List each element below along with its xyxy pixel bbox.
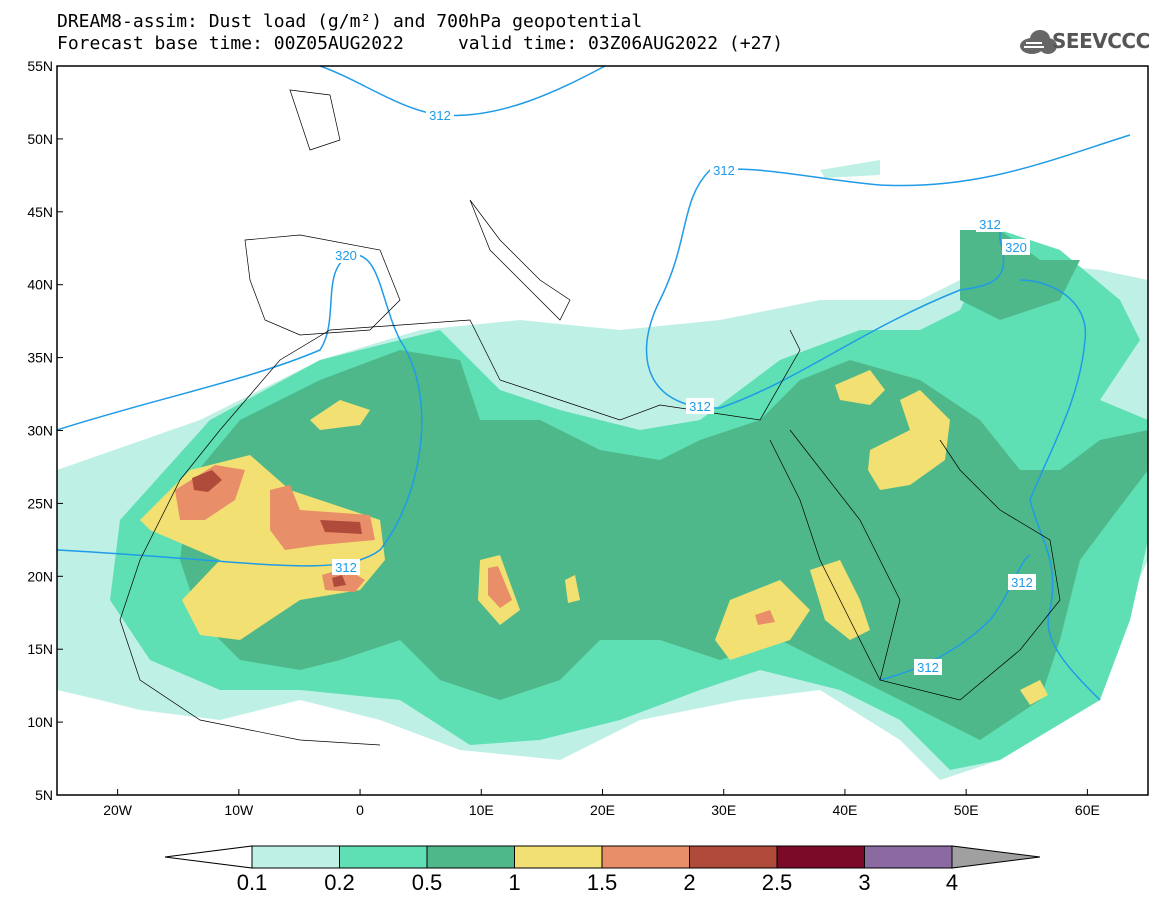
lon-tick-label: 10E xyxy=(469,802,494,818)
coastline-arabia xyxy=(789,429,1061,701)
dust-level-1-g xyxy=(1020,680,1048,705)
contour-label-bg xyxy=(332,559,360,575)
colorbar-segment xyxy=(251,845,340,869)
dust-field xyxy=(57,160,1148,780)
contour-line-312-east xyxy=(645,134,1131,409)
lon-tick-label: 10W xyxy=(224,802,254,818)
dust-level-1-f xyxy=(868,390,950,490)
lon-tick-label: 50E xyxy=(954,802,979,818)
lat-tick-label: 50N xyxy=(27,131,53,147)
dust-level-1-5-d xyxy=(488,566,512,608)
lat-tick-label: 10N xyxy=(27,714,53,730)
lat-tick-label: 20N xyxy=(27,568,53,584)
colorbar xyxy=(164,845,1041,869)
lat-tick-label: 5N xyxy=(35,787,53,803)
lat-tick-label: 15N xyxy=(27,641,53,657)
contour-label-bg xyxy=(426,107,454,123)
lat-tick-label: 35N xyxy=(27,350,53,366)
contour-line-312-arabia xyxy=(1019,279,1101,701)
colorbar-under-triangle xyxy=(164,845,253,869)
lon-tick-label: 40E xyxy=(832,802,857,818)
colorbar-level-label: 0.5 xyxy=(411,870,443,895)
contour-label: 320 xyxy=(335,248,357,263)
logo-text: SEEVCCC xyxy=(1052,29,1150,53)
lon-tick-label: 20W xyxy=(103,802,133,818)
colorbar-segment xyxy=(339,845,428,869)
chart-title: DREAM8-assim: Dust load (g/m²) and 700hP… xyxy=(57,11,643,32)
dust-level-1-5-a xyxy=(175,465,245,520)
coastline-italy xyxy=(469,199,571,321)
contour-label-bg xyxy=(332,247,360,263)
contour-label-bg xyxy=(976,216,1004,232)
dust-level-2-c xyxy=(320,520,362,534)
lat-tick-label: 25N xyxy=(27,495,53,511)
contour-label-bg xyxy=(1002,239,1030,255)
contour-label: 312 xyxy=(917,660,939,675)
colorbar-level-label: 2.5 xyxy=(761,870,793,895)
contour-label-bg xyxy=(914,659,942,675)
contour-line-312-south xyxy=(879,554,1031,681)
colorbar-segment xyxy=(689,845,778,869)
coastlines xyxy=(119,89,1061,746)
dust-level-1-e xyxy=(835,370,885,405)
contour-labels: 312 312 312 320 320 312 312 312 312 xyxy=(332,107,1036,675)
dust-level-1-a xyxy=(310,400,370,430)
contour-label: 312 xyxy=(429,108,451,123)
colorbar-level-label: 2 xyxy=(683,870,696,895)
coastline-red-sea xyxy=(769,439,881,681)
cloud-logo-icon xyxy=(1020,30,1057,54)
contour-label-bg xyxy=(686,398,714,414)
lat-tick-label: 55N xyxy=(27,58,53,74)
coastline-west-africa xyxy=(119,429,381,746)
lon-tick-label: 0 xyxy=(356,802,364,818)
contour-label-bg xyxy=(710,162,738,178)
colorbar-level-label: 0.1 xyxy=(236,870,268,895)
dust-level-2-a xyxy=(192,470,222,492)
latitude-ticks: 55N 50N 45N 40N 35N 30N 25N 20N 15N 10N 5N xyxy=(27,58,63,803)
colorbar-segment xyxy=(601,845,690,869)
contour-label: 312 xyxy=(713,163,735,178)
colorbar-segment xyxy=(864,845,953,869)
dust-level-0-1-b xyxy=(820,160,880,178)
longitude-ticks: 20W 10W 0 10E 20E 30E 40E 50E 60E xyxy=(103,789,1100,818)
contour-line-312-north xyxy=(319,65,606,117)
colorbar-level-label: 1.5 xyxy=(586,870,618,895)
lon-tick-label: 60E xyxy=(1075,802,1100,818)
lon-tick-label: 20E xyxy=(590,802,615,818)
contour-label: 312 xyxy=(335,560,357,575)
dust-level-2-b xyxy=(332,575,346,587)
contour-label: 312 xyxy=(979,217,1001,232)
colorbar-level-label: 1 xyxy=(508,870,521,895)
lat-tick-label: 30N xyxy=(27,423,53,439)
lat-tick-label: 40N xyxy=(27,277,53,293)
colorbar-level-label: 3 xyxy=(858,870,871,895)
contour-label: 312 xyxy=(689,399,711,414)
dust-level-0-5-b xyxy=(960,230,1080,320)
lon-tick-label: 30E xyxy=(711,802,736,818)
contour-line-320 xyxy=(56,254,423,567)
chart-subtitle: Forecast base time: 00Z05AUG2022 valid t… xyxy=(57,33,784,54)
dust-level-1-h xyxy=(565,575,580,603)
contour-label: 320 xyxy=(1005,240,1027,255)
contour-label: 312 xyxy=(1011,575,1033,590)
dust-level-1-5-b xyxy=(270,485,375,550)
contour-label-bg xyxy=(1008,574,1036,590)
coastline-north-africa xyxy=(219,319,801,431)
colorbar-segment xyxy=(426,845,515,869)
coastline-britain xyxy=(289,89,341,151)
colorbar-over-triangle xyxy=(951,845,1041,869)
coastline-iberia xyxy=(244,234,401,336)
colorbar-segment xyxy=(514,845,603,869)
colorbar-level-label: 4 xyxy=(945,870,959,895)
lat-tick-label: 45N xyxy=(27,204,53,220)
colorbar-level-label: 0.2 xyxy=(324,870,355,895)
dust-level-1-5-e xyxy=(755,610,775,625)
colorbar-segment xyxy=(776,845,865,869)
